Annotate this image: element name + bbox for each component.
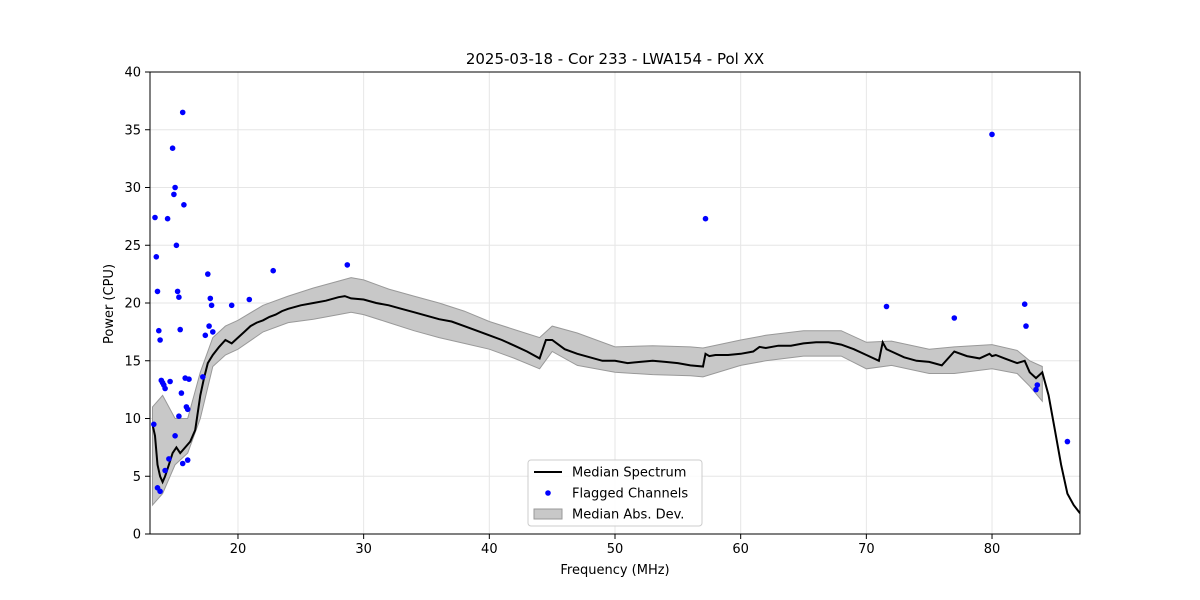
- flagged-point-27: [157, 488, 163, 495]
- flagged-point-48: [989, 131, 995, 138]
- flagged-point-33: [184, 457, 191, 463]
- y-tick-label-4: 20: [124, 297, 141, 312]
- y-tick-label-2: 10: [124, 412, 141, 427]
- flagged-point-3: [154, 288, 161, 295]
- flagged-point-46: [883, 303, 890, 310]
- flagged-point-1: [152, 214, 158, 221]
- flagged-point-37: [206, 323, 212, 329]
- flagged-point-25: [186, 376, 192, 383]
- mad-band-area: [152, 277, 1043, 507]
- flagged-point-34: [200, 374, 206, 380]
- x-tick-label-2: 40: [481, 542, 498, 557]
- legend-label-2: Median Abs. Dev.: [572, 508, 684, 523]
- flagged-point-29: [166, 456, 172, 462]
- y-tick-label-0: 0: [133, 528, 141, 543]
- legend-label-0: Median Spectrum: [572, 466, 686, 481]
- flagged-point-30: [172, 433, 178, 439]
- flagged-point-35: [202, 332, 209, 339]
- flagged-point-42: [246, 296, 253, 303]
- flagged-point-45: [702, 215, 709, 222]
- y-axis-label: Power (CPU): [102, 264, 117, 344]
- flagged-point-16: [174, 288, 181, 295]
- legend-patch-swatch: [533, 508, 563, 520]
- median-spectrum-line: [151, 295, 1080, 514]
- flagged-point-0: [151, 421, 157, 428]
- x-axis-label: Frequency (MHz): [560, 563, 669, 578]
- flagged-point-53: [1064, 438, 1071, 445]
- x-tick-label-6: 80: [984, 542, 1001, 557]
- x-tick-label-4: 60: [732, 542, 749, 557]
- y-tick-label-5: 25: [124, 239, 141, 254]
- flagged-point-15: [173, 242, 180, 249]
- flagged-point-52: [1034, 382, 1041, 388]
- flagged-point-50: [1023, 323, 1029, 329]
- x-tick-label-3: 50: [607, 542, 624, 557]
- flagged-point-17: [176, 294, 182, 301]
- flagged-point-18: [177, 326, 183, 333]
- legend-marker-swatch: [545, 490, 551, 496]
- flagged-point-21: [181, 202, 187, 208]
- chart-title: 2025-03-18 - Cor 233 - LWA154 - Pol XX: [466, 50, 764, 68]
- flagged-point-13: [171, 191, 177, 198]
- y-tick-label-1: 5: [133, 470, 141, 485]
- plot-area: 20 30 40 50 60 70 80 0 5 10 15 20 25 30 35 40 Median Spe…: [124, 66, 1081, 557]
- flagged-point-5: [157, 337, 163, 343]
- x-tick-label-0: 20: [230, 542, 247, 557]
- flagged-point-32: [179, 460, 186, 467]
- flagged-point-41: [228, 302, 235, 309]
- x-tick-label-1: 30: [355, 542, 372, 557]
- flagged-point-10: [164, 215, 171, 222]
- flagged-point-49: [1021, 301, 1028, 308]
- flagged-point-14: [172, 184, 178, 191]
- y-tick-label-3: 15: [124, 354, 141, 369]
- flagged-point-47: [951, 315, 958, 321]
- flagged-point-31: [176, 413, 182, 420]
- flagged-point-44: [344, 262, 351, 268]
- flagged-point-39: [208, 302, 215, 309]
- flagged-point-4: [156, 327, 162, 334]
- flagged-point-24: [184, 406, 191, 413]
- flagged-point-51: [1033, 386, 1039, 393]
- flagged-point-12: [169, 145, 176, 151]
- flagged-point-36: [205, 271, 211, 277]
- flagged-point-43: [270, 267, 277, 274]
- flagged-point-11: [167, 378, 173, 385]
- flagged-point-28: [162, 467, 168, 474]
- y-tick-label-8: 40: [124, 66, 141, 81]
- flagged-point-19: [178, 390, 185, 396]
- x-tick-label-5: 70: [858, 542, 875, 557]
- flagged-point-2: [153, 253, 160, 260]
- flagged-point-38: [207, 295, 214, 302]
- flagged-point-20: [179, 109, 186, 116]
- legend-box: [527, 459, 703, 527]
- flagged-point-9: [162, 385, 168, 392]
- legend-label-1: Flagged Channels: [572, 487, 688, 502]
- flagged-point-40: [210, 329, 216, 335]
- y-tick-label-7: 35: [124, 123, 141, 138]
- y-tick-label-6: 30: [124, 181, 141, 196]
